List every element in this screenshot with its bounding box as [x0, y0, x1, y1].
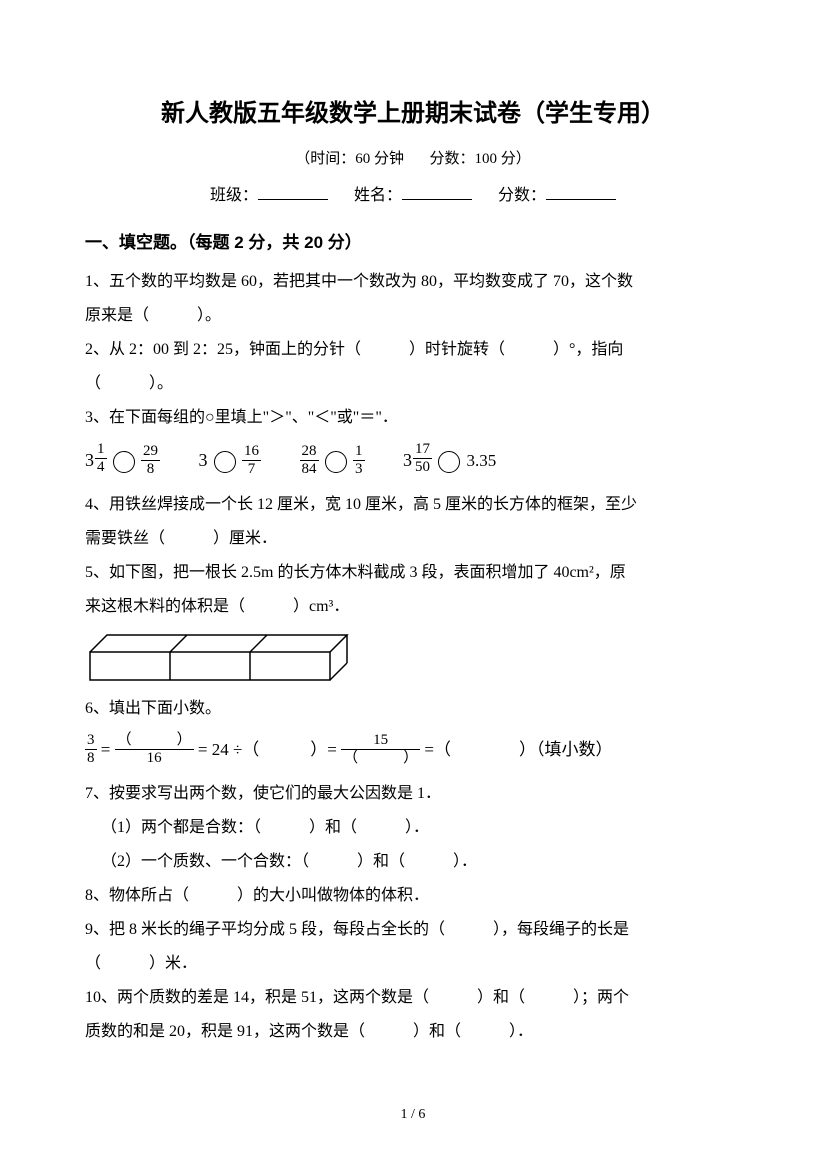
q6-intro: 6、填出下面小数。: [85, 693, 741, 725]
q3-expr3-right: 13: [353, 443, 365, 477]
time-label: （时间：60 分钟: [295, 151, 404, 167]
q2-line2: （ ）。: [85, 368, 741, 400]
name-blank[interactable]: [402, 182, 472, 200]
compare-circle-icon[interactable]: [113, 451, 135, 473]
q4-line1: 4、用铁丝焊接成一个长 12 厘米，宽 10 厘米，高 5 厘米的长方体的框架，…: [85, 489, 741, 521]
q10-line1: 10、两个质数的差是 14，积是 51，这两个数是（ ）和（ ）；两个: [85, 982, 741, 1014]
q6-frac2: （ ）16: [115, 732, 194, 766]
class-label: 班级：: [210, 187, 258, 204]
section-1-heading: 一、填空题。（每题 2 分，共 20 分）: [85, 226, 741, 260]
q5-line2: 来这根木料的体积是（ ）cm³．: [85, 591, 741, 623]
q1-line1: 1、五个数的平均数是 60，若把其中一个数改为 80，平均数变成了 70，这个数: [85, 266, 741, 298]
mark-label: 分数：: [498, 187, 546, 204]
q9-line2: （ ）米．: [85, 948, 741, 980]
compare-circle-icon[interactable]: [325, 451, 347, 473]
q6-frac1: 38: [85, 732, 97, 766]
mark-blank[interactable]: [546, 182, 616, 200]
q6-expression: 38 = （ ）16 = 24 ÷（ ）= 15（ ） =（ ）（填小数）: [85, 733, 741, 768]
q5-line1: 5、如下图，把一根长 2.5m 的长方体木料截成 3 段，表面积增加了 40cm…: [85, 557, 741, 589]
q3-expr3-left: 2884: [300, 443, 319, 477]
q3-expr1-left: 3 14: [85, 442, 107, 478]
q7-sub1: （1）两个都是合数：（ ）和（ ）．: [85, 812, 741, 844]
q2-line1: 2、从 2：00 到 2：25，钟面上的分针（ ）时针旋转（ ）°，指向: [85, 334, 741, 366]
exam-title: 新人教版五年级数学上册期末试卷（学生专用）: [85, 90, 741, 138]
q3-expr2-right: 167: [242, 443, 261, 477]
q6-frac3: 15（ ）: [341, 732, 420, 766]
q8-text: 8、物体所占（ ）的大小叫做物体的体积．: [85, 880, 741, 912]
q7-intro: 7、按要求写出两个数，使它们的最大公因数是 1．: [85, 778, 741, 810]
exam-subtitle: （时间：60 分钟 分数：100 分）: [85, 144, 741, 174]
q10-line2: 质数的和是 20，积是 91，这两个数是（ ）和（ ）．: [85, 1016, 741, 1048]
compare-circle-icon[interactable]: [214, 451, 236, 473]
q9-line1: 9、把 8 米长的绳子平均分成 5 段，每段占全长的（ ），每段绳子的长是: [85, 914, 741, 946]
q3-expr1-right: 298: [141, 443, 160, 477]
q3-expressions: 3 14 298 3 167 2884 13 3 1750 3.35: [85, 442, 741, 479]
q3-expr2-left: 3: [199, 450, 208, 470]
student-info-line: 班级： 姓名： 分数：: [85, 180, 741, 212]
page-number: 1 / 6: [0, 1101, 826, 1129]
q7-sub2: （2）一个质数、一个合数：（ ）和（ ）．: [85, 846, 741, 878]
cuboid-diagram: [85, 627, 355, 687]
compare-circle-icon[interactable]: [438, 451, 460, 473]
q3-expr4-right: 3.35: [467, 451, 497, 470]
class-blank[interactable]: [258, 182, 328, 200]
score-label: 分数：100 分）: [430, 151, 531, 167]
q4-line2: 需要铁丝（ ）厘米．: [85, 523, 741, 555]
name-label: 姓名：: [354, 187, 402, 204]
q3-intro: 3、在下面每组的○里填上"＞"、"＜"或"＝"．: [85, 402, 741, 434]
q1-line2: 原来是（ ）。: [85, 300, 741, 332]
q3-expr4-left: 3 1750: [403, 442, 432, 478]
